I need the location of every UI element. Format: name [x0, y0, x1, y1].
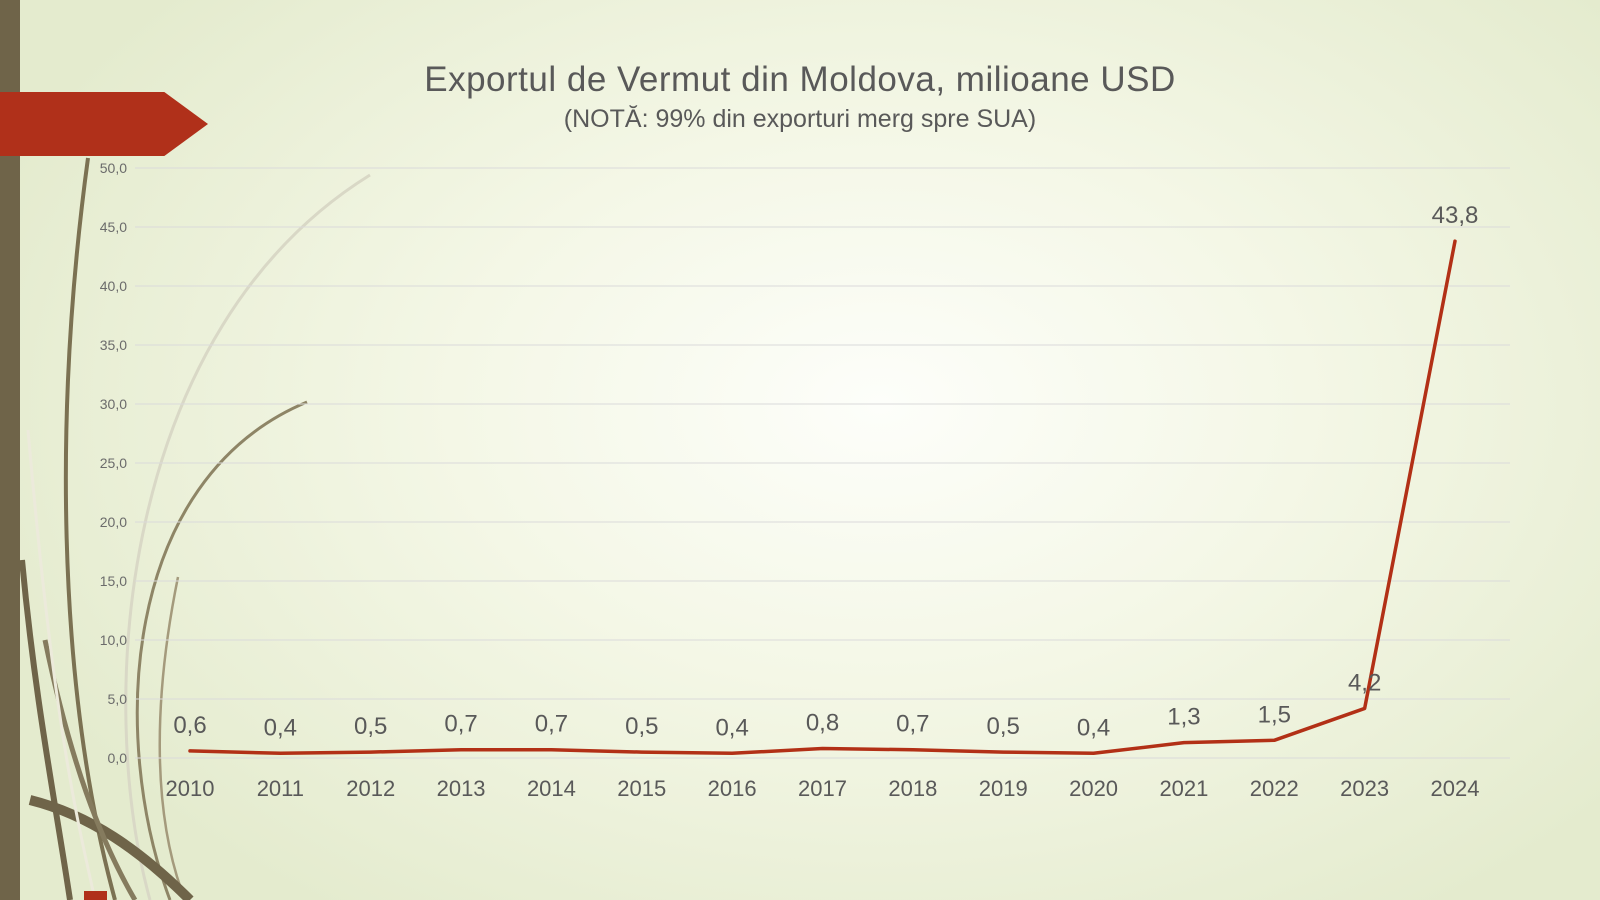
data-label: 0,6: [173, 712, 206, 739]
data-label: 0,4: [715, 714, 748, 741]
y-axis-tick-label: 5,0: [108, 691, 128, 707]
x-axis-tick-label: 2013: [437, 776, 486, 801]
data-label: 0,7: [896, 711, 929, 738]
data-label: 1,3: [1167, 704, 1200, 731]
data-label: 0,4: [1077, 714, 1110, 741]
x-axis-tick-label: 2023: [1340, 776, 1389, 801]
export-series-line: [188, 239, 1457, 756]
red-arrow-banner: [0, 92, 208, 156]
y-axis-tick-label: 30,0: [100, 396, 127, 412]
y-axis-tick-label: 0,0: [108, 750, 128, 766]
data-label: 43,8: [1432, 202, 1479, 229]
x-axis-tick-label: 2019: [979, 776, 1028, 801]
left-edge-bar: [0, 0, 20, 900]
y-axis-tick-label: 15,0: [100, 573, 127, 589]
data-label: 1,5: [1258, 701, 1291, 728]
data-label: 0,5: [625, 713, 658, 740]
data-label: 0,7: [444, 711, 477, 738]
x-axis-tick-label: 2020: [1069, 776, 1118, 801]
y-axis-tick-label: 10,0: [100, 632, 127, 648]
x-axis-tick-label: 2018: [888, 776, 937, 801]
y-axis-tick-label: 50,0: [100, 160, 127, 176]
y-axis-tick-label: 35,0: [100, 337, 127, 353]
data-label: 4,2: [1348, 669, 1381, 696]
x-axis-tick-label: 2015: [617, 776, 666, 801]
y-axis-tick-label: 40,0: [100, 278, 127, 294]
data-label: 0,5: [354, 713, 387, 740]
title-block: Exportul de Vermut din Moldova, milioane…: [0, 60, 1600, 134]
x-axis-tick-label: 2011: [257, 776, 304, 801]
slide-title: Exportul de Vermut din Moldova, milioane…: [424, 60, 1176, 99]
data-label: 0,7: [535, 711, 568, 738]
x-axis-tick-label: 2012: [346, 776, 395, 801]
x-axis-tick-label: 2010: [166, 776, 215, 801]
slide-subtitle: (NOTĂ: 99% din exporturi merg spre SUA): [563, 105, 1037, 133]
x-axis-tick-label: 2021: [1159, 776, 1208, 801]
x-axis-tick-label: 2024: [1431, 776, 1480, 801]
data-label: 0,4: [264, 714, 297, 741]
bottom-accent-square: [84, 891, 107, 900]
y-axis-tick-label: 20,0: [100, 514, 127, 530]
y-axis-tick-label: 25,0: [100, 455, 127, 471]
data-label: 0,5: [987, 713, 1020, 740]
data-label: 0,8: [806, 710, 839, 737]
x-axis-tick-label: 2022: [1250, 776, 1299, 801]
x-axis-tick-label: 2014: [527, 776, 576, 801]
x-axis-tick-label: 2016: [708, 776, 757, 801]
x-axis-tick-label: 2017: [798, 776, 847, 801]
y-axis-tick-label: 45,0: [100, 219, 127, 235]
